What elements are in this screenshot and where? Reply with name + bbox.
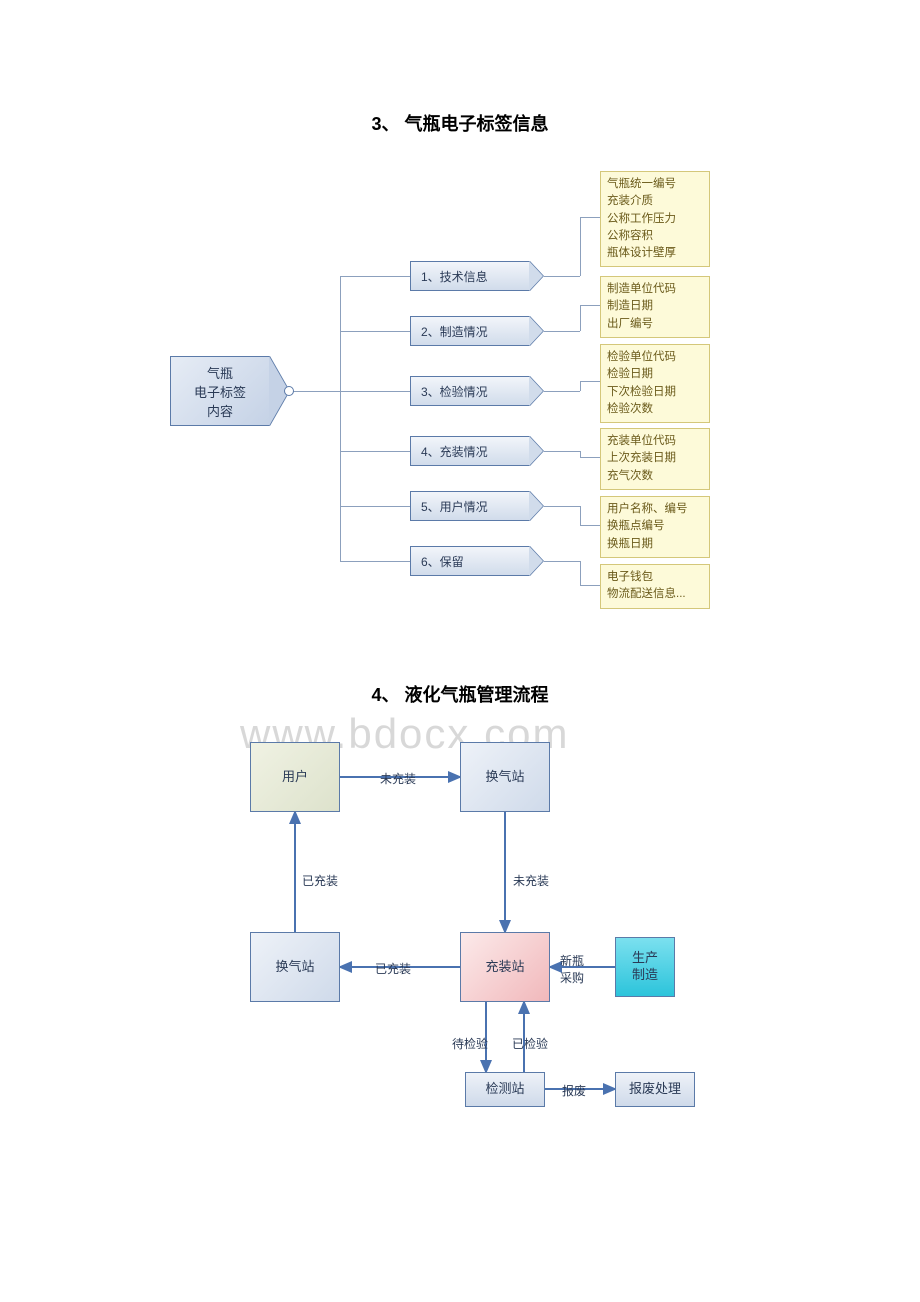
branch-h-line: [340, 391, 410, 392]
info-box-5: 用户名称、编号换瓶点编号换瓶日期: [600, 496, 710, 558]
info-item: 下次检验日期: [607, 384, 703, 401]
section1-title: 3、 气瓶电子标签信息: [0, 110, 920, 136]
diagram2-container: 用户换气站换气站充装站生产 制造检测站报废处理未充装未充装已充装已充装新瓶 采购…: [220, 732, 700, 1162]
info-item: 充装介质: [607, 193, 703, 210]
info-item: 上次充装日期: [607, 450, 703, 467]
edge-label-7: 报废: [562, 1082, 586, 1099]
info-item: 公称容积: [607, 228, 703, 245]
info-item: 电子钱包: [607, 569, 703, 586]
edge-label-1: 未充装: [513, 872, 549, 889]
info-item: 充气次数: [607, 468, 703, 485]
diagram1-container: 气瓶电子标签内容 1、技术信息 2、制造情况 3、检验情况 4、充装情况 5、用户情况 6、…: [160, 166, 760, 626]
info-v-line: [580, 506, 581, 525]
branch-box-5: 5、用户情况: [410, 491, 530, 521]
info-h2-line: [580, 525, 600, 526]
root-h-line: [290, 391, 340, 392]
root-line: 内容: [171, 401, 269, 420]
branch-h-line: [340, 561, 410, 562]
info-item: 瓶体设计壁厚: [607, 245, 703, 262]
info-v-line: [580, 561, 581, 585]
info-box-3: 检验单位代码检验日期下次检验日期检验次数: [600, 344, 710, 423]
branch-h-line: [340, 506, 410, 507]
branch-box-1: 1、技术信息: [410, 261, 530, 291]
flow-node-fill: 充装站: [460, 932, 550, 1002]
edge-label-4: 新瓶 采购: [560, 952, 584, 986]
root-line: 电子标签: [171, 382, 269, 401]
root-connector-circle: [284, 386, 294, 396]
branch-box-3: 3、检验情况: [410, 376, 530, 406]
flow-node-test: 检测站: [465, 1072, 545, 1107]
info-h2-line: [580, 457, 600, 458]
edge-label-2: 已充装: [375, 960, 411, 977]
info-item: 出厂编号: [607, 316, 703, 333]
info-box-1: 气瓶统一编号充装介质公称工作压力公称容积瓶体设计壁厚: [600, 171, 710, 267]
flow-node-swap2: 换气站: [250, 932, 340, 1002]
branch-box-2: 2、制造情况: [410, 316, 530, 346]
info-h-line: [544, 451, 580, 452]
info-h-line: [544, 331, 580, 332]
info-h-line: [544, 391, 580, 392]
branch-h-line: [340, 331, 410, 332]
info-h2-line: [580, 381, 600, 382]
branch-h-line: [340, 451, 410, 452]
edge-label-3: 已充装: [302, 872, 338, 889]
flow-node-user: 用户: [250, 742, 340, 812]
info-h2-line: [580, 217, 600, 218]
info-item: 换瓶日期: [607, 536, 703, 553]
flow-node-swap1: 换气站: [460, 742, 550, 812]
branch-h-line: [340, 276, 410, 277]
info-item: 检验次数: [607, 401, 703, 418]
info-v-line: [580, 217, 581, 276]
info-item: 气瓶统一编号: [607, 176, 703, 193]
info-item: 换瓶点编号: [607, 518, 703, 535]
info-box-6: 电子钱包物流配送信息...: [600, 564, 710, 609]
info-h-line: [544, 561, 580, 562]
branch-box-6: 6、保留: [410, 546, 530, 576]
info-item: 制造单位代码: [607, 281, 703, 298]
flow-node-mfg: 生产 制造: [615, 937, 675, 997]
branch-box-4: 4、充装情况: [410, 436, 530, 466]
info-item: 检验单位代码: [607, 349, 703, 366]
section2-title: 4、 液化气瓶管理流程: [0, 681, 920, 707]
info-box-2: 制造单位代码制造日期出厂编号: [600, 276, 710, 338]
info-item: 检验日期: [607, 366, 703, 383]
info-item: 充装单位代码: [607, 433, 703, 450]
info-item: 用户名称、编号: [607, 501, 703, 518]
info-h-line: [544, 276, 580, 277]
trunk-line: [340, 276, 341, 561]
edge-label-0: 未充装: [380, 770, 416, 787]
root-tag: 气瓶电子标签内容: [170, 356, 270, 426]
info-h-line: [544, 506, 580, 507]
edge-label-6: 已检验: [512, 1035, 548, 1052]
info-box-4: 充装单位代码上次充装日期充气次数: [600, 428, 710, 490]
info-v-line: [580, 381, 581, 391]
root-line: 气瓶: [171, 363, 269, 382]
info-item: 制造日期: [607, 298, 703, 315]
flow-node-scrap: 报废处理: [615, 1072, 695, 1107]
info-h2-line: [580, 585, 600, 586]
info-v-line: [580, 305, 581, 331]
info-item: 公称工作压力: [607, 211, 703, 228]
edge-label-5: 待检验: [452, 1035, 488, 1052]
info-item: 物流配送信息...: [607, 586, 703, 603]
info-h2-line: [580, 305, 600, 306]
